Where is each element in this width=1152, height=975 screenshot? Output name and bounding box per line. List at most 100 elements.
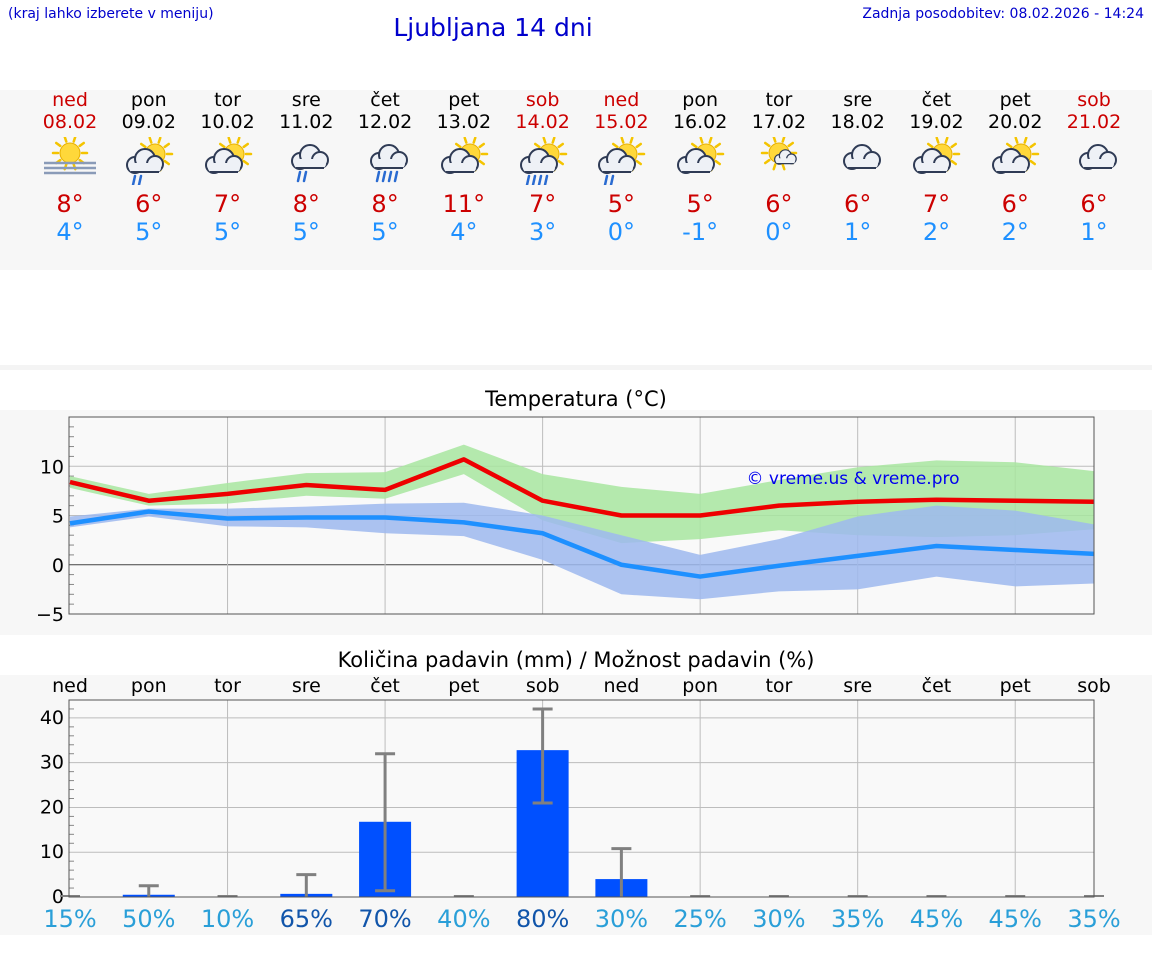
- sun-ray: [228, 138, 230, 143]
- x-category-label: čet: [370, 675, 400, 697]
- y-tick-label: 40: [40, 707, 64, 729]
- min-temperature: 5°: [345, 218, 425, 246]
- cloud-body: [601, 163, 633, 172]
- y-tick-label: 5: [52, 506, 64, 528]
- sun-small-cloud-icon: [751, 137, 807, 185]
- min-temperature: 4°: [424, 218, 504, 246]
- precip-chance-label: 70%: [358, 905, 411, 933]
- day-name: ned: [581, 89, 661, 111]
- min-temperature: 5°: [188, 218, 268, 246]
- rain-drop: [389, 172, 391, 181]
- day-date: 19.02: [896, 111, 976, 133]
- max-temperature: 5°: [581, 190, 661, 218]
- cloud-body: [846, 159, 878, 168]
- day-name: pon: [660, 89, 740, 111]
- sun-ray: [952, 161, 956, 164]
- day-date: 12.02: [345, 111, 425, 133]
- precipitation-chart-title: Količina padavin (mm) / Možnost padavin …: [0, 648, 1152, 672]
- min-temperature: 5°: [266, 218, 346, 246]
- day-name: pet: [975, 89, 1055, 111]
- min-temperature: 2°: [896, 218, 976, 246]
- min-temperature: 0°: [581, 218, 661, 246]
- precip-chance-label: 50%: [122, 905, 175, 933]
- rain-drop: [545, 176, 547, 185]
- sun-ray: [558, 161, 562, 164]
- sun-ray: [141, 144, 145, 147]
- sun-ray: [783, 164, 785, 169]
- sun-ray: [164, 161, 168, 164]
- sun-cloud-icon: [908, 137, 964, 185]
- forecast-day: čet 12.02 8° 5°: [345, 89, 425, 246]
- temperature-chart: −50510© vreme.us & vreme.pro: [0, 410, 1152, 635]
- sun-ray: [1016, 138, 1018, 143]
- y-tick-label: 10: [40, 841, 64, 863]
- max-temperature: 8°: [345, 190, 425, 218]
- precip-chance-label: 15%: [43, 905, 96, 933]
- max-temperature: 6°: [975, 190, 1055, 218]
- rain-drop: [533, 176, 535, 185]
- sun-ray: [552, 138, 554, 143]
- sun-ray: [637, 144, 641, 147]
- sun-ray: [474, 138, 476, 143]
- day-date: 10.02: [188, 111, 268, 133]
- cloud-body: [373, 159, 405, 168]
- min-temperature: 3°: [503, 218, 583, 246]
- max-temperature: 5°: [660, 190, 740, 218]
- sun-ray: [56, 143, 60, 146]
- cloud-icon: [1066, 137, 1122, 185]
- min-temperature: 1°: [818, 218, 898, 246]
- copyright-watermark: © vreme.us & vreme.pro: [746, 469, 959, 489]
- max-temperature: 6°: [818, 190, 898, 218]
- precip-chance-label: 40%: [437, 905, 490, 933]
- sun-disc: [60, 143, 80, 163]
- x-category-label: pon: [682, 675, 718, 697]
- day-date: 08.02: [30, 111, 110, 133]
- sun-ray: [631, 138, 633, 143]
- forecast-day: sob 14.02 7° 3°: [503, 89, 583, 246]
- forecast-day: sob 21.02 6° 1°: [1054, 89, 1134, 246]
- day-name: sre: [818, 89, 898, 111]
- sun-ray: [622, 138, 624, 143]
- x-category-label: pet: [1000, 675, 1031, 697]
- day-date: 15.02: [581, 111, 661, 133]
- precip-chance-label: 45%: [989, 905, 1042, 933]
- max-temperature: 6°: [109, 190, 189, 218]
- forecast-day: tor 17.02 6° 0°: [739, 89, 819, 246]
- sun-ray: [1031, 161, 1035, 164]
- y-tick-label: −5: [36, 604, 64, 626]
- rain-drop: [395, 172, 397, 181]
- cloud-body: [776, 158, 795, 163]
- sun-fog-icon: [42, 137, 98, 185]
- min-temperature: 1°: [1054, 218, 1134, 246]
- sun-ray: [716, 161, 720, 164]
- forecast-day: ned 15.02 5° 0°: [581, 89, 661, 246]
- cloud-icon: [830, 137, 886, 185]
- sun-ray: [692, 144, 696, 147]
- day-name: sob: [1054, 89, 1134, 111]
- x-category-label: pet: [448, 675, 479, 697]
- rain-drop: [298, 172, 300, 181]
- max-temperature: 8°: [266, 190, 346, 218]
- rain-drop: [611, 176, 613, 185]
- sun-ray: [237, 138, 239, 143]
- y-tick-label: 10: [40, 456, 64, 478]
- min-temperature: 2°: [975, 218, 1055, 246]
- day-name: tor: [188, 89, 268, 111]
- day-date: 14.02: [503, 111, 583, 133]
- sun-cloud-icon: [436, 137, 492, 185]
- day-date: 11.02: [266, 111, 346, 133]
- precip-chance-label: 25%: [673, 905, 726, 933]
- rain-drop: [527, 176, 529, 185]
- precip-chance-label: 35%: [831, 905, 884, 933]
- x-category-label: tor: [214, 675, 241, 697]
- day-date: 17.02: [739, 111, 819, 133]
- sun-ray: [765, 160, 769, 163]
- last-updated: Zadnja posodobitev: 08.02.2026 - 14:24: [862, 6, 1144, 22]
- forecast-day: ned 08.02 8° 4°: [30, 89, 110, 246]
- sun-ray: [164, 144, 168, 147]
- day-date: 20.02: [975, 111, 1055, 133]
- max-temperature: 7°: [188, 190, 268, 218]
- sun-cloud-rain-icon: [593, 137, 649, 185]
- day-date: 18.02: [818, 111, 898, 133]
- sun-ray: [465, 138, 467, 143]
